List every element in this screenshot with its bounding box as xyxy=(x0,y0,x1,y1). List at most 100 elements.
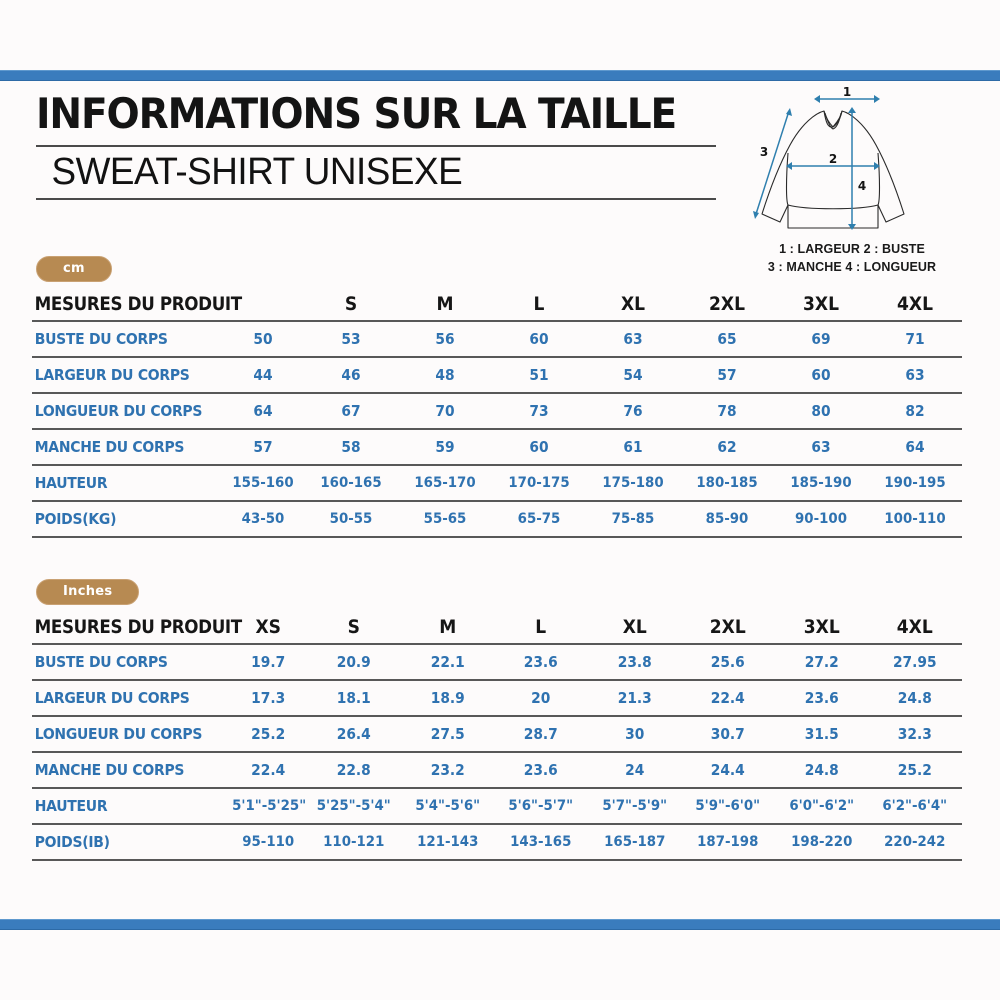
column-header-size: L xyxy=(499,611,584,645)
measurement-cell: 27.5 xyxy=(404,716,491,753)
measurement-cell: 6'0"-6'2" xyxy=(778,788,865,825)
table-row: MANCHE DU CORPS 57 58 59 60 61 62 63 64 xyxy=(32,429,962,466)
measurement-cell: 73 xyxy=(495,393,583,430)
table-row: BUSTE DU CORPS 19.7 20.9 22.1 23.6 23.8 25.6 27… xyxy=(32,644,962,681)
measurement-cell: 5'1"-5'25" xyxy=(232,788,306,825)
page-subtitle: SWEAT-SHIRT UNISEXE xyxy=(51,150,463,193)
measurement-cell: 57 xyxy=(683,357,771,394)
diagram-marker-1: 1 xyxy=(843,85,851,99)
column-header-size: S xyxy=(312,611,397,645)
measurement-cell: 27.2 xyxy=(778,644,865,681)
column-header-size: S xyxy=(308,288,394,322)
measurement-cell: 22.8 xyxy=(311,752,398,789)
measurement-cell: 64 xyxy=(871,429,959,466)
measurement-cell: 24.8 xyxy=(872,680,959,717)
measurement-cell: 80 xyxy=(777,393,865,430)
row-label: BUSTE DU CORPS xyxy=(32,321,203,358)
measurement-cell: 70 xyxy=(401,393,489,430)
measurement-cell: 22.4 xyxy=(685,680,772,717)
diagram-legend: 1 : LARGEUR 2 : BUSTE 3 : MANCHE 4 : LON… xyxy=(752,240,952,276)
measurement-cell: 60 xyxy=(495,321,583,358)
measurement-cell: 59 xyxy=(401,429,489,466)
measurement-cell: 54 xyxy=(589,357,677,394)
measurement-cell: 78 xyxy=(683,393,771,430)
measurement-cell: 20 xyxy=(498,680,585,717)
row-label: BUSTE DU CORPS xyxy=(32,644,210,681)
measurement-cell: 20.9 xyxy=(311,644,398,681)
measurement-cell: 55-65 xyxy=(401,501,489,538)
measurement-cell: 82 xyxy=(871,393,959,430)
measurement-cell: 198-220 xyxy=(778,824,865,861)
bottom-accent-bar xyxy=(0,919,1000,930)
column-header-size: XS xyxy=(232,611,304,645)
diagram-marker-4: 4 xyxy=(858,179,866,193)
column-header-size: 4XL xyxy=(873,611,958,645)
table-header-row: MESURES DU PRODUIT XS S M L XL 2XL 3XL 4XL xyxy=(32,611,962,645)
garment-diagram: 1 2 3 4 xyxy=(728,83,968,248)
measurement-cell: 190-195 xyxy=(871,465,959,502)
measurement-cell: 75-85 xyxy=(589,501,677,538)
table-row: POIDS(IB) 95-110 110-121 121-143 143-165 165-… xyxy=(32,824,962,861)
table-row: LARGEUR DU CORPS 17.3 18.1 18.9 20 21.3 22.4 23… xyxy=(32,680,962,717)
column-header-size: L xyxy=(496,288,582,322)
measurement-cell: 21.3 xyxy=(591,680,678,717)
row-label: LONGUEUR DU CORPS xyxy=(32,716,210,753)
column-header-size xyxy=(226,288,300,322)
row-label: MANCHE DU CORPS xyxy=(32,752,210,789)
table-row: BUSTE DU CORPS 50 53 56 60 63 65 69 71 xyxy=(32,321,962,358)
table-body: BUSTE DU CORPS 19.7 20.9 22.1 23.6 23.8 25.6 27… xyxy=(32,644,962,861)
measurement-cell: 5'9"-6'0" xyxy=(685,788,772,825)
column-header-size: XL xyxy=(592,611,677,645)
column-header-size: 2XL xyxy=(684,288,770,322)
measurement-cell: 5'25"-5'4" xyxy=(311,788,398,825)
measurement-cell: 65 xyxy=(683,321,771,358)
row-label: HAUTEUR xyxy=(32,788,210,825)
table-header-row: MESURES DU PRODUIT S M L XL 2XL 3XL 4XL xyxy=(32,288,962,322)
row-label: LARGEUR DU CORPS xyxy=(32,357,203,394)
page-title: INFORMATIONS SUR LA TAILLE xyxy=(36,89,677,138)
column-header-size: M xyxy=(402,288,488,322)
measurement-cell: 110-121 xyxy=(311,824,398,861)
measurement-cell: 170-175 xyxy=(495,465,583,502)
title-block: INFORMATIONS SUR LA TAILLE SWEAT-SHIRT U… xyxy=(36,92,716,200)
title-divider-top xyxy=(36,144,716,147)
measurement-cell: 24.8 xyxy=(778,752,865,789)
row-label: HAUTEUR xyxy=(32,465,203,502)
measurement-cell: 46 xyxy=(307,357,395,394)
table-row: MANCHE DU CORPS 22.4 22.8 23.2 23.6 24 24.4 24.… xyxy=(32,752,962,789)
measurement-cell: 60 xyxy=(777,357,865,394)
measurement-cell: 30.7 xyxy=(685,716,772,753)
measurement-cell: 5'6"-5'7" xyxy=(498,788,585,825)
table-row: LONGUEUR DU CORPS 64 67 70 73 76 78 80 82 xyxy=(32,393,962,430)
measurement-cell: 25.6 xyxy=(685,644,772,681)
column-header-measure: MESURES DU PRODUIT xyxy=(32,288,242,322)
measurement-cell: 51 xyxy=(495,357,583,394)
column-header-size: M xyxy=(405,611,490,645)
measurement-cell: 155-160 xyxy=(225,465,301,502)
measurement-cell: 43-50 xyxy=(225,501,301,538)
measurement-cell: 22.4 xyxy=(232,752,305,789)
measurement-cell: 27.95 xyxy=(872,644,959,681)
measurement-cell: 23.6 xyxy=(778,680,865,717)
size-table-cm: MESURES DU PRODUIT S M L XL 2XL 3XL 4XL BUSTE D… xyxy=(32,288,962,538)
measurement-cell: 17.3 xyxy=(232,680,305,717)
measurement-cell: 50 xyxy=(225,321,301,358)
measurement-cell: 100-110 xyxy=(871,501,959,538)
measurement-cell: 23.2 xyxy=(404,752,491,789)
unit-badge-cm: cm xyxy=(36,256,112,282)
measurement-cell: 160-165 xyxy=(307,465,395,502)
measurement-cell: 71 xyxy=(871,321,959,358)
measurement-cell: 62 xyxy=(683,429,771,466)
measurement-cell: 18.9 xyxy=(404,680,491,717)
row-label: LONGUEUR DU CORPS xyxy=(32,393,203,430)
measurement-cell: 143-165 xyxy=(498,824,585,861)
column-header-size: 2XL xyxy=(686,611,771,645)
diagram-legend-line-1: 1 : LARGEUR 2 : BUSTE xyxy=(779,242,925,256)
table-row: HAUTEUR 5'1"-5'25" 5'25"-5'4" 5'4"-5'6" 5'6"… xyxy=(32,788,962,825)
measurement-cell: 69 xyxy=(777,321,865,358)
diagram-marker-2: 2 xyxy=(829,152,837,166)
measurement-cell: 220-242 xyxy=(872,824,959,861)
measurement-cell: 85-90 xyxy=(683,501,771,538)
top-accent-bar xyxy=(0,70,1000,81)
measurement-cell: 175-180 xyxy=(589,465,677,502)
